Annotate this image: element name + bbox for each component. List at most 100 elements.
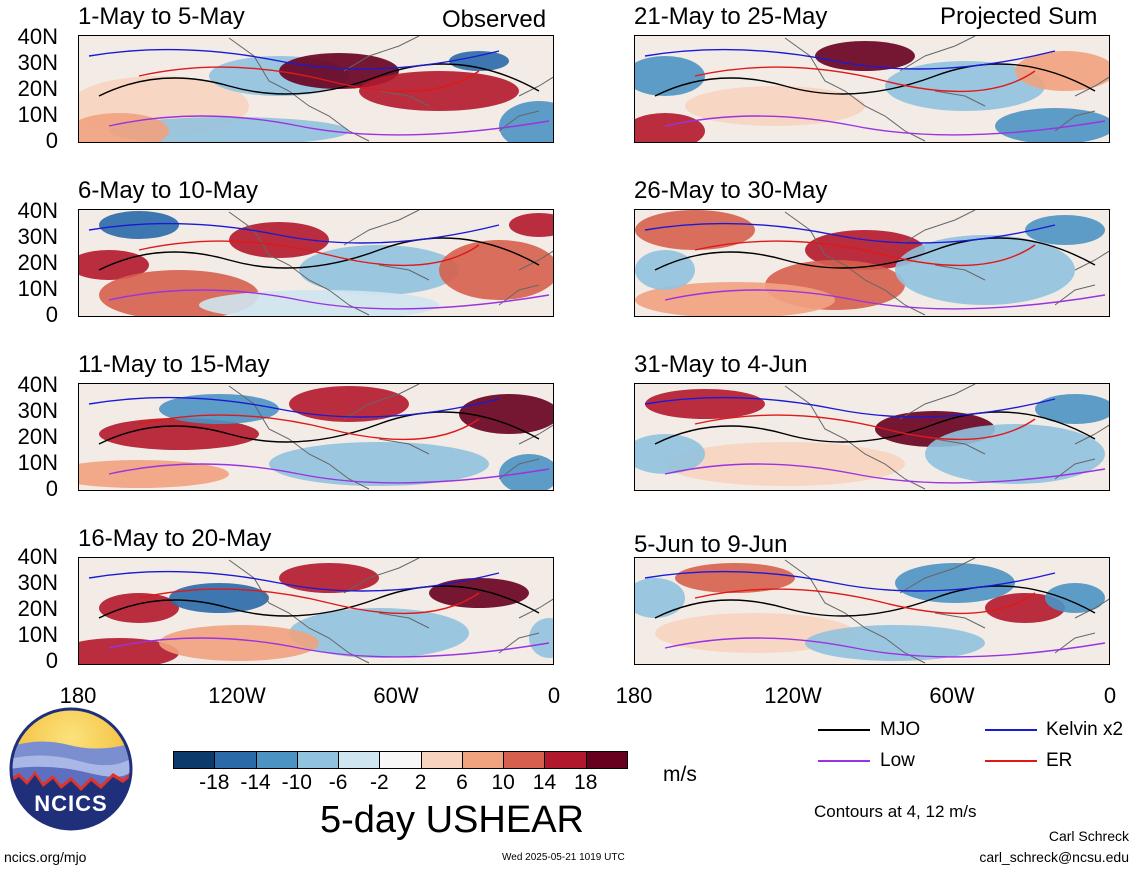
colorbar-label: 14: [532, 771, 557, 794]
shading-blob: [169, 583, 269, 613]
shading-blob: [635, 56, 705, 96]
shading-blob: [885, 61, 1045, 111]
shading-blob: [895, 563, 1015, 603]
author-name: Carl Schreck: [1048, 828, 1129, 844]
colorbar-label: -10: [281, 771, 312, 794]
projected-sum-label: Projected Sum: [940, 3, 1098, 30]
panel-title-8: 5-Jun to 9-Jun: [634, 531, 788, 558]
panel-title-5: 21-May to 25-May: [634, 3, 828, 30]
contour-line: [108, 463, 550, 484]
logo-text: NCICS: [34, 791, 108, 816]
contour-line: [654, 237, 1096, 271]
map-field: [635, 558, 1109, 664]
colorbar-label: 18: [574, 771, 598, 794]
legend-kelvin-line: [985, 729, 1037, 731]
y-tick: 30N: [17, 398, 58, 423]
colorbar-swatch: [544, 751, 587, 769]
colorbar-label: 2: [414, 771, 427, 794]
shading-blob: [1025, 215, 1105, 245]
shading-blob: [289, 608, 469, 658]
y-tick: 30N: [17, 570, 58, 595]
x-tick: 180: [59, 683, 97, 708]
x-tick: 120W: [208, 683, 266, 708]
contour-line: [98, 237, 540, 271]
colorbar-label: 10: [491, 771, 515, 794]
shading-blob: [499, 101, 553, 142]
shading-blob: [995, 108, 1109, 142]
map-panel-1: [78, 35, 554, 143]
map-field: [79, 558, 553, 664]
contour-line: [664, 463, 1106, 484]
map-field: [635, 210, 1109, 316]
contour-line: [694, 588, 1036, 615]
map-field: [635, 384, 1109, 490]
colorbar-swatch: [214, 751, 257, 769]
map-panel-2: [78, 209, 554, 317]
contour-line: [664, 289, 1106, 310]
shading-blob: [359, 71, 519, 111]
colorbar-units: m/s: [663, 763, 697, 786]
x-tick: 180: [615, 683, 653, 708]
coastline: [784, 558, 1109, 664]
panel-title-1: 1-May to 5-May: [78, 3, 245, 30]
contours-note: Contours at 4, 12 m/s: [814, 802, 977, 821]
footer-url: ncics.org/mjo: [4, 849, 87, 865]
legend-er-line: [985, 760, 1037, 762]
contour-line: [98, 63, 540, 97]
coastline: [228, 210, 553, 316]
shading-blob: [99, 418, 259, 450]
panel-title-2: 6-May to 10-May: [78, 177, 259, 204]
contour-line: [644, 48, 1056, 70]
y-tick: 10N: [17, 102, 58, 127]
panel-title-3: 11-May to 15-May: [78, 351, 270, 378]
y-tick: 40N: [17, 544, 58, 569]
contour-line: [644, 570, 1056, 592]
shading-blob: [279, 563, 379, 593]
shading-blob: [439, 240, 553, 300]
y-tick: 20N: [17, 596, 58, 621]
colorbar-swatch: [338, 751, 381, 769]
contour-line: [88, 570, 500, 592]
colorbar-swatch: [461, 751, 505, 769]
colorbar-label: -18: [199, 771, 230, 794]
shading-blob: [685, 86, 865, 126]
panel-title-4: 16-May to 20-May: [78, 525, 272, 552]
x-tick: 120W: [764, 683, 822, 708]
map-panel-6: [634, 209, 1110, 317]
y-tick: 10N: [17, 622, 58, 647]
y-tick: 20N: [17, 76, 58, 101]
shading-blob: [635, 434, 705, 474]
contour-line: [654, 411, 1096, 445]
contour-line: [664, 637, 1106, 658]
colorbar: [173, 751, 628, 769]
shading-blob: [529, 618, 553, 658]
coastline: [784, 384, 1109, 490]
map-field: [635, 36, 1109, 142]
y-tick: 30N: [17, 50, 58, 75]
contour-line: [644, 222, 1056, 244]
map-panel-7: [634, 383, 1110, 491]
main-title: 5-day USHEAR: [320, 799, 584, 841]
y-tick: 40N: [17, 24, 58, 49]
map-field: [79, 36, 553, 142]
legend-mjo-line: [818, 729, 870, 731]
map-panel-8: [634, 557, 1110, 665]
shading-blob: [159, 625, 319, 661]
shading-blob: [269, 442, 489, 486]
contour-line: [108, 289, 550, 310]
contour-line: [108, 637, 550, 658]
map-field: [79, 210, 553, 316]
shading-blob: [805, 625, 985, 661]
contour-line: [694, 240, 1036, 267]
contour-line: [88, 222, 500, 244]
colorbar-label: -2: [370, 771, 389, 794]
panel-title-6: 26-May to 30-May: [634, 177, 828, 204]
y-tick: 0: [45, 648, 58, 673]
legend-kelvin-label: Kelvin x2: [1046, 719, 1124, 740]
footer-timestamp: Wed 2025-05-21 1019 UTC: [502, 852, 625, 863]
colorbar-swatch: [420, 751, 463, 769]
shading-blob: [815, 41, 915, 71]
shading-blob: [459, 394, 553, 434]
shading-blob: [289, 386, 409, 422]
contour-line: [108, 115, 550, 136]
